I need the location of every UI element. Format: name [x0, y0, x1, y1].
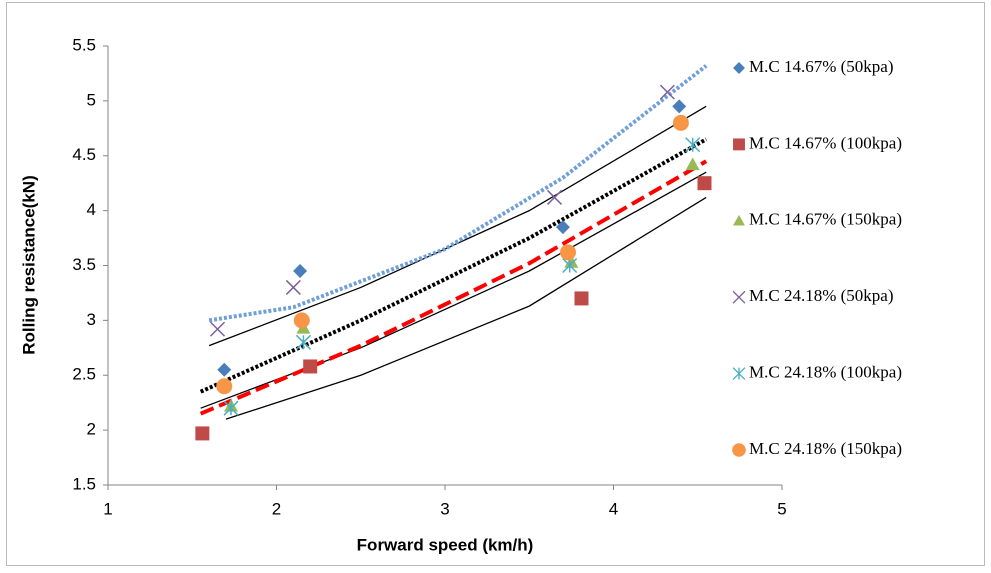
point	[560, 244, 577, 261]
y-tick-label: 1.5	[72, 474, 96, 493]
x-axis-title: Forward speed (km/h)	[357, 535, 534, 554]
y-tick-label: 4.5	[72, 145, 96, 164]
legend-label: M.C 24.18% (50kpa)	[749, 286, 893, 305]
legend-label: M.C 14.67% (100kpa)	[749, 133, 902, 152]
point	[293, 312, 310, 329]
legend-label: M.C 14.67% (50kpa)	[749, 57, 893, 76]
point	[195, 426, 210, 441]
point	[672, 114, 689, 131]
point	[216, 378, 233, 395]
legend-marker	[733, 138, 745, 151]
y-tick-label: 5	[87, 90, 96, 109]
point	[223, 400, 239, 416]
legend-label: M.C 24.18% (100kpa)	[749, 363, 902, 382]
y-tick-label: 3.5	[72, 255, 96, 274]
legend-marker	[733, 62, 745, 74]
point	[293, 263, 308, 278]
x-tick-label: 4	[609, 499, 618, 518]
chart-frame	[6, 2, 985, 566]
y-tick-label: 4	[87, 200, 96, 219]
legend-marker	[732, 367, 746, 381]
legend-marker	[732, 443, 746, 457]
point	[285, 279, 301, 295]
x-tick-label: 3	[440, 499, 449, 518]
legend-marker	[732, 290, 746, 304]
point	[562, 257, 578, 274]
point	[555, 220, 570, 235]
legend-marker	[733, 214, 745, 226]
point	[574, 291, 589, 306]
point	[672, 99, 687, 114]
point	[303, 359, 318, 374]
y-tick-label: 3	[87, 310, 96, 329]
point	[295, 334, 311, 350]
point	[685, 137, 701, 153]
point	[209, 321, 226, 337]
x-tick-label: 2	[272, 499, 281, 518]
trendline	[199, 159, 708, 416]
legend-label: M.C 14.67% (150kpa)	[749, 210, 902, 229]
x-tick-label: 5	[777, 499, 786, 518]
point	[659, 84, 675, 100]
point	[217, 362, 232, 377]
point	[546, 189, 563, 205]
point	[697, 176, 712, 191]
y-tick-label: 2.5	[72, 365, 96, 384]
trendline	[199, 137, 708, 394]
legend-label: M.C 24.18% (150kpa)	[749, 439, 902, 458]
point	[685, 157, 700, 171]
trendline	[225, 196, 707, 420]
trendline	[208, 64, 708, 323]
x-tick-label: 1	[103, 499, 112, 518]
y-tick-label: 2	[87, 420, 96, 439]
y-tick-label: 5.5	[72, 35, 96, 54]
y-axis-title: Rolling resistance(kN)	[19, 175, 38, 355]
